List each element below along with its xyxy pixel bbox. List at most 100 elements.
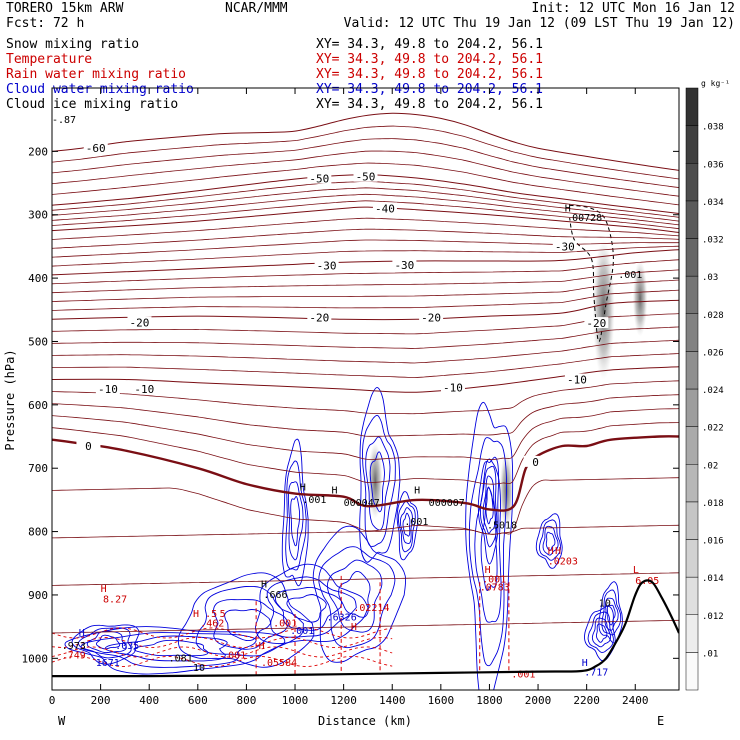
field-annotation: .001 <box>482 574 506 585</box>
isotherm-label: -30 <box>394 259 414 272</box>
field-annotation: .5018 <box>487 520 517 531</box>
cloud-water-contours <box>64 387 623 690</box>
field-annotation: 000007 <box>429 498 465 509</box>
cloud-ice-shading <box>367 204 648 529</box>
field-annotation: 00728 <box>572 213 602 224</box>
field-list: Snow mixing ratio XY= 34.3, 49.8 to 204.2… <box>6 37 543 112</box>
cloud-water-contour <box>485 486 494 525</box>
surface-pressure-line <box>52 579 679 678</box>
field-annotation: .05584 <box>261 658 297 669</box>
isotherm-minor <box>52 422 679 485</box>
field-annotation: .666 <box>263 590 287 601</box>
colorbar-label: .016 <box>702 537 724 547</box>
init-time: Init: 12 UTC Mon 16 Jan 12 <box>532 1 736 16</box>
colorbar: .01 .012 .014 .016 .018 .02 .022 .024 .026 .028 .0… <box>685 79 730 691</box>
isotherm-minor <box>52 269 679 294</box>
colorbar-swatch <box>685 275 699 314</box>
isotherm-minor <box>52 279 679 302</box>
east-endpoint: E <box>657 714 664 728</box>
cloud-water-contour <box>396 491 419 561</box>
isotherm-label: -50 <box>309 173 329 186</box>
field-name: Cloud ice mixing ratio <box>6 97 178 112</box>
isotherm-label-bg <box>132 383 157 394</box>
isotherm-label-bg <box>564 373 589 385</box>
isotherm-minor <box>52 408 679 460</box>
cloud-water-contour <box>326 559 383 633</box>
y-tick-label: 400 <box>28 272 48 285</box>
cloud-water-contour <box>604 597 619 631</box>
isotherm-minor <box>52 180 679 218</box>
field-name: Rain water mixing ratio <box>6 67 186 82</box>
isotherm-label-bg <box>419 311 444 323</box>
colorbar-swatch <box>685 388 699 427</box>
isotherm-label-bg <box>523 455 548 467</box>
x-tick-label: 1800 <box>476 694 503 707</box>
cloud-water-contour <box>539 519 562 561</box>
colorbar-swatch <box>685 238 699 277</box>
forecast-hour: Fcst: 72 h <box>6 16 84 31</box>
isotherm-lower <box>52 619 679 634</box>
field-annotation: .973 <box>62 641 86 652</box>
y-tick-label: 500 <box>28 335 48 348</box>
isotherm-label: -20 <box>586 317 606 330</box>
cloud-water-contour <box>224 609 272 642</box>
colorbar-swatch <box>685 313 699 352</box>
y-tick-label: 900 <box>28 589 48 602</box>
field-annotation: -.87 <box>52 115 76 126</box>
isotherm-label: 0 <box>532 456 539 469</box>
isotherm-label-bg <box>95 383 120 394</box>
colorbar-swatch <box>685 87 699 126</box>
field-annotation: 6.05 <box>635 576 659 587</box>
x-tick-label: 0 <box>49 694 56 707</box>
cloud-water-contour <box>465 401 514 690</box>
isotherm-label: -30 <box>555 240 575 253</box>
isotherm-label-bg <box>307 311 332 323</box>
isotherm-minor <box>52 239 679 258</box>
field-annotation: .001 <box>222 650 246 661</box>
cloud-water-contour <box>601 589 622 636</box>
colorbar-swatch <box>685 652 699 691</box>
field-annotation: 10 <box>193 663 205 674</box>
field-annotation: .749 <box>62 650 86 661</box>
field-annotation: .001 <box>404 517 428 528</box>
cloud-water-contour <box>480 487 498 592</box>
field-annotation: .462 <box>200 619 224 630</box>
isotherm-label-bg <box>353 170 378 182</box>
isotherm-label: 0 <box>85 440 92 453</box>
isotherm-minor <box>52 193 679 226</box>
colorbar-swatch <box>685 614 699 653</box>
x-tick-label: 600 <box>188 694 208 707</box>
x-tick-label: 1000 <box>282 694 309 707</box>
isotherm <box>52 435 679 512</box>
field-annotation: .081 <box>169 653 193 664</box>
cloud-water-contour <box>482 475 496 534</box>
model-title: TORERO 15km ARW <box>6 1 124 16</box>
isotherm-minor <box>52 162 679 206</box>
field-annotation: .001 <box>273 619 297 630</box>
temperature-contours <box>52 112 679 634</box>
cloud-water-contour <box>254 563 369 645</box>
colorbar-label: .026 <box>702 348 724 358</box>
field-annotation: .001 <box>302 495 326 506</box>
isotherm-label: -40 <box>375 202 395 215</box>
colorbar-label: .018 <box>702 499 724 509</box>
colorbar-label: .028 <box>702 311 724 321</box>
y-tick-label: 200 <box>28 145 48 158</box>
x-tick-label: 2400 <box>622 694 649 707</box>
isotherm <box>52 112 679 171</box>
isotherm-minor <box>52 150 679 197</box>
field-annotation: H <box>582 658 588 669</box>
field-annotation: 000047 <box>344 498 380 509</box>
field-annotation: H <box>259 641 265 652</box>
colorbar-label: .01 <box>702 649 718 659</box>
cloud-water-contour <box>133 639 209 657</box>
isotherm-label-bg <box>372 202 397 214</box>
field-annotation: .001 <box>290 626 314 637</box>
isotherm-label: -10 <box>567 373 587 386</box>
cloud-water-contour <box>290 495 301 547</box>
field-name: Snow mixing ratio <box>6 37 139 52</box>
colorbar-label: .024 <box>702 386 724 396</box>
temperature-labels: -60 -50 -50 -40 -30 -30 -30 -20 -20 -20 -20 -10 -10 -… <box>76 142 609 469</box>
isotherm-minor <box>52 353 679 378</box>
